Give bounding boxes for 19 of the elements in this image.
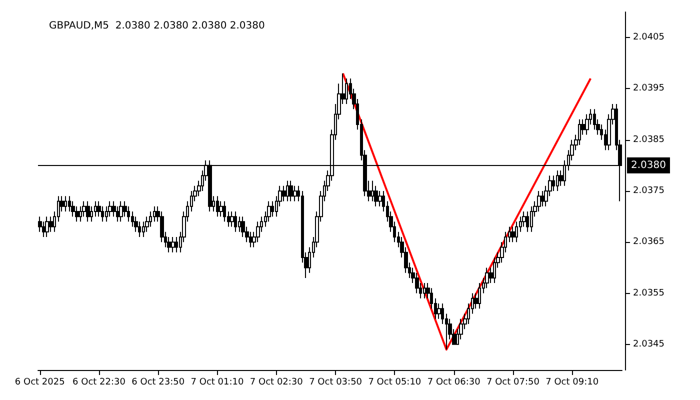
ref-line-label: 2.0380: [631, 160, 666, 171]
y-tick-label: 2.0365: [633, 237, 664, 248]
text: GBPAUD,M5 2.0380 2.0380 2.0380 2.0380: [49, 20, 265, 32]
y-tick-label: 2.0385: [633, 134, 664, 145]
x-tick-label: 6 Oct 2025: [14, 378, 65, 388]
x-tick-label: 7 Oct 01:10: [190, 378, 244, 388]
y-tick-label: 2.0395: [633, 84, 664, 94]
x-tick-label: 7 Oct 09:10: [546, 378, 599, 388]
y-tick-label: 2.0345: [633, 339, 664, 350]
y-tick-label: 2.0375: [633, 186, 664, 196]
x-tick-label: 7 Oct 03:50: [309, 378, 362, 388]
x-tick-label: 7 Oct 02:30: [250, 378, 304, 388]
x-tick-label: 6 Oct 23:50: [132, 378, 185, 388]
x-tick-label: 7 Oct 05:10: [368, 378, 422, 388]
x-tick-label: 6 Oct 22:30: [72, 378, 126, 388]
y-tick-label: 2.0355: [633, 288, 664, 298]
x-tick-label: 7 Oct 06:30: [427, 378, 481, 388]
y-tick-label: 2.0405: [633, 32, 664, 43]
x-tick-label: 7 Oct 07:50: [486, 378, 540, 388]
